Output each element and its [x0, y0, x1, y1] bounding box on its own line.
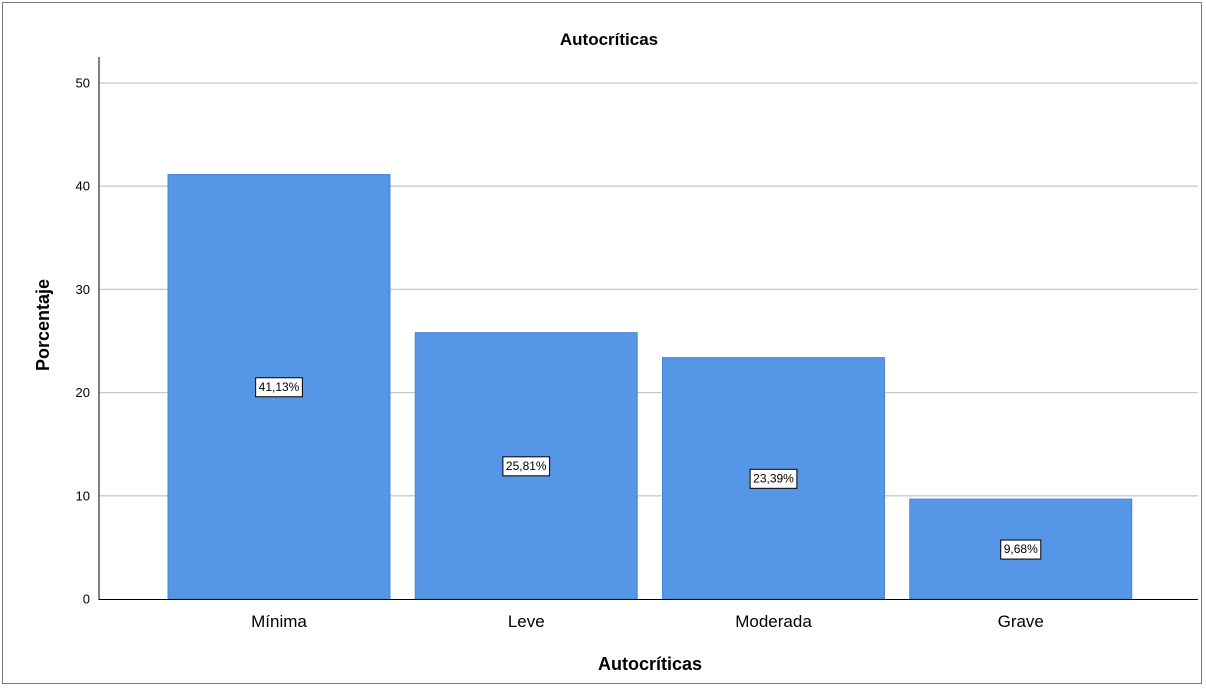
data-label-box: [255, 377, 303, 398]
data-label-text: 25,81%: [506, 459, 547, 473]
x-tick-labels: Mínima Leve Moderada Grave: [251, 612, 1044, 631]
y-tick-label: 20: [76, 385, 90, 400]
data-label-text: 23,39%: [753, 471, 794, 485]
axes: [98, 57, 1198, 600]
data-label: 41,13%: [255, 377, 303, 398]
x-axis-title: Autocríticas: [598, 654, 702, 674]
y-axis-title: Porcentaje: [33, 279, 53, 371]
data-label-box: [1000, 539, 1042, 560]
bars: [167, 174, 1133, 600]
data-label-box: [502, 456, 551, 477]
y-tick-label: 50: [76, 76, 90, 91]
data-labels: 41,13% 25,81% 23,39% 9,68%: [255, 377, 1042, 560]
x-tick-label: Grave: [998, 612, 1044, 631]
x-tick-label: Leve: [508, 612, 545, 631]
y-tick-label: 0: [83, 592, 90, 607]
chart-title: Autocríticas: [560, 30, 658, 49]
data-label-box: [749, 468, 798, 489]
y-tick-labels: 0 10 20 30 40 50: [76, 76, 90, 607]
x-tick-label: Moderada: [735, 612, 812, 631]
x-tick-label: Mínima: [251, 612, 307, 631]
y-tick-label: 30: [76, 282, 90, 297]
data-label-text: 9,68%: [1004, 542, 1038, 556]
data-label: 9,68%: [1000, 539, 1042, 560]
data-label-text: 41,13%: [259, 380, 300, 394]
y-tick-label: 40: [76, 179, 90, 194]
data-label: 23,39%: [749, 468, 798, 489]
y-tick-label: 10: [76, 488, 90, 503]
data-label: 25,81%: [502, 456, 551, 477]
